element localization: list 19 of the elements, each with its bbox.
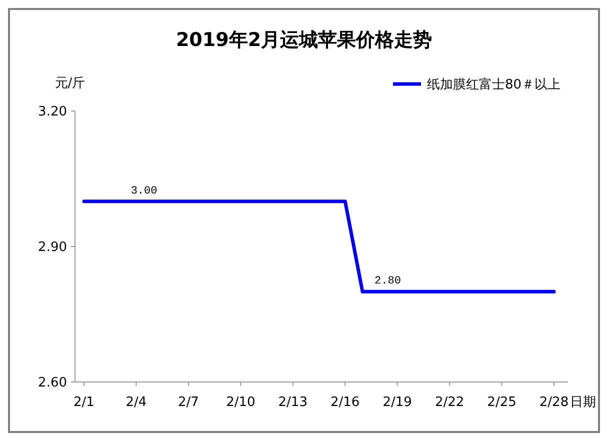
x-tick-label: 2/28 [539, 395, 569, 410]
x-tick-label: 2/16 [330, 395, 360, 410]
x-tick-label: 2/22 [434, 395, 464, 410]
y-tick-label: 3.20 [38, 104, 67, 120]
x-tick-label: 2/13 [278, 395, 308, 410]
data-label: 3.00 [130, 185, 158, 198]
x-axis-title: 日期 [570, 395, 596, 410]
x-tick-label: 2/1 [74, 395, 94, 410]
legend-label: 纸加膜红富士80＃以上 [427, 76, 561, 93]
x-tick-label: 2/10 [226, 395, 256, 410]
y-tick-label: 2.90 [38, 240, 67, 256]
x-tick-label: 2/19 [382, 395, 412, 410]
x-tick-label: 2/7 [178, 395, 199, 410]
y-axis-title: 元/斤 [54, 76, 86, 91]
data-label: 2.80 [374, 276, 401, 288]
chart-title: 2019年2月运城苹果价格走势 [176, 29, 432, 51]
y-tick-label: 2.60 [38, 376, 67, 391]
x-tick-label: 2/25 [487, 395, 516, 410]
x-tick-label: 2/4 [126, 395, 147, 410]
